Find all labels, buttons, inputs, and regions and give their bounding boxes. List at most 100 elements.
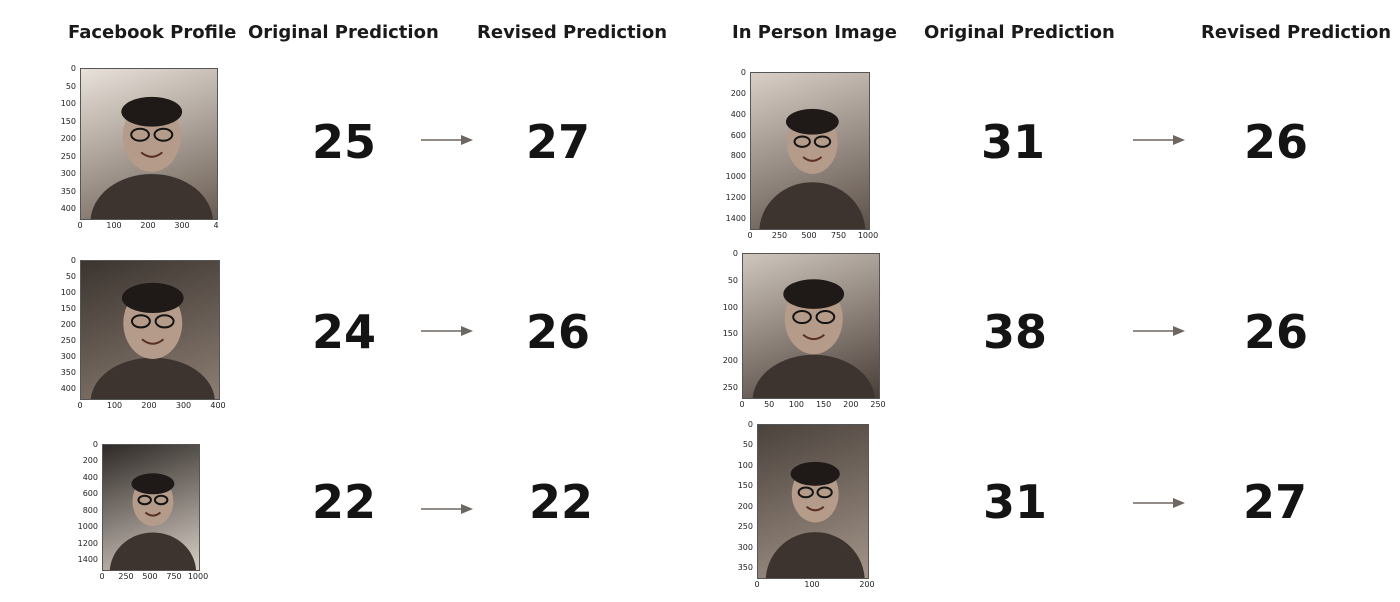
- fb-row2-original: 24: [312, 305, 377, 359]
- arrow-right-icon: [421, 326, 473, 336]
- y-tick-label: 1400: [77, 555, 98, 564]
- y-tick-label: 150: [722, 329, 738, 339]
- y-tick-label: 400: [60, 384, 76, 393]
- y-tick-label: 100: [60, 288, 76, 297]
- y-tick-label: 50: [65, 81, 76, 91]
- fb-row2-revised: 26: [526, 305, 591, 359]
- x-tick-label: 750: [830, 231, 847, 240]
- y-tick-label: 1400: [725, 214, 746, 223]
- x-tick-label: 150: [815, 400, 832, 409]
- y-tick-label: 100: [722, 302, 738, 312]
- ip-row2-original: 38: [983, 305, 1048, 359]
- person-photo-icon: [90, 96, 213, 219]
- fb-row1-original: 25: [312, 115, 377, 169]
- y-tick-label: 200: [730, 88, 746, 98]
- y-tick-label: 250: [737, 522, 753, 532]
- y-tick-label: 1200: [77, 538, 98, 548]
- x-tick-label: 100: [788, 400, 805, 409]
- x-tick-label: 300: [175, 401, 192, 410]
- arrow-right-icon: [421, 504, 473, 514]
- y-tick-label: 300: [60, 169, 76, 178]
- x-tick-label: 4: [213, 221, 219, 230]
- y-tick-label: 200: [60, 134, 76, 143]
- y-tick-label: 250: [60, 151, 76, 161]
- arrow-right-icon: [1133, 135, 1185, 145]
- person-photo-icon: [765, 461, 865, 578]
- y-tick-label: 100: [737, 460, 753, 470]
- x-tick-label: 1000: [857, 231, 879, 240]
- facebook-profile-photo: [80, 260, 220, 400]
- y-tick-label: 250: [60, 336, 76, 345]
- x-tick-label: 200: [859, 580, 875, 589]
- y-tick-label: 250: [722, 383, 738, 392]
- y-tick-label: 50: [65, 272, 76, 281]
- person-photo-icon: [752, 279, 875, 398]
- y-tick-label: 0: [70, 256, 76, 265]
- x-tick-label: 200: [140, 221, 156, 230]
- person-photo-icon: [759, 108, 866, 229]
- header-revised-prediction-left: Revised Prediction: [477, 22, 668, 43]
- arrow-right-icon: [421, 135, 473, 145]
- y-tick-label: 800: [82, 505, 98, 515]
- facebook-profile-photo: [102, 444, 200, 571]
- x-tick-label: 200: [843, 400, 859, 409]
- y-tick-label: 0: [70, 64, 76, 73]
- x-tick-label: 400: [210, 401, 226, 410]
- y-tick-label: 200: [82, 456, 98, 466]
- y-tick-label: 350: [60, 368, 76, 377]
- y-tick-label: 300: [737, 542, 753, 552]
- y-tick-label: 800: [730, 151, 746, 161]
- y-tick-label: 400: [60, 204, 76, 213]
- x-tick-label: 500: [142, 572, 158, 581]
- y-tick-label: 150: [60, 304, 76, 313]
- in-person-photo: [757, 424, 869, 579]
- y-tick-label: 150: [737, 481, 753, 491]
- y-tick-label: 200: [60, 320, 76, 329]
- y-tick-label: 0: [740, 68, 746, 77]
- arrow-right-icon: [1133, 326, 1185, 336]
- ip-row3-original: 31: [983, 475, 1048, 529]
- person-photo-icon: [109, 473, 197, 570]
- fb-row1-revised: 27: [526, 115, 591, 169]
- header-revised-prediction-right: Revised Prediction: [1201, 22, 1392, 43]
- y-tick-label: 600: [82, 489, 98, 499]
- arrow-right-icon: [1133, 498, 1185, 508]
- x-tick-label: 50: [764, 400, 775, 409]
- x-tick-label: 100: [804, 580, 820, 589]
- y-tick-label: 400: [82, 472, 98, 482]
- x-tick-label: 750: [166, 572, 182, 581]
- x-tick-label: 250: [118, 572, 134, 581]
- x-tick-label: 500: [801, 231, 817, 240]
- x-tick-label: 250: [870, 400, 886, 409]
- y-tick-label: 0: [92, 440, 98, 449]
- x-tick-label: 250: [771, 231, 788, 240]
- y-tick-label: 50: [727, 275, 738, 285]
- y-tick-label: 1000: [725, 172, 746, 182]
- y-tick-label: 0: [747, 420, 753, 429]
- x-tick-label: 100: [106, 401, 123, 410]
- header-facebook-profile: Facebook Profile: [68, 22, 237, 43]
- y-tick-label: 400: [730, 109, 746, 119]
- facebook-profile-photo: [80, 68, 218, 220]
- ip-row1-original: 31: [981, 115, 1046, 169]
- header-original-prediction-right: Original Prediction: [924, 22, 1115, 43]
- x-tick-label: 0: [77, 221, 83, 230]
- y-tick-label: 600: [730, 130, 746, 140]
- y-tick-label: 300: [60, 352, 76, 361]
- y-tick-label: 200: [737, 501, 753, 511]
- x-tick-label: 0: [99, 572, 105, 581]
- ip-row1-revised: 26: [1244, 115, 1309, 169]
- x-tick-label: 100: [106, 221, 122, 230]
- header-original-prediction-left: Original Prediction: [248, 22, 439, 43]
- y-tick-label: 1200: [725, 193, 746, 203]
- x-tick-label: 0: [739, 400, 745, 409]
- y-tick-label: 100: [60, 99, 76, 108]
- header-in-person-image: In Person Image: [732, 22, 897, 43]
- y-tick-label: 350: [737, 563, 753, 572]
- y-tick-label: 150: [60, 116, 76, 126]
- in-person-photo: [742, 253, 880, 399]
- fb-row3-revised: 22: [529, 475, 594, 529]
- x-tick-label: 200: [141, 401, 157, 410]
- y-tick-label: 50: [742, 440, 753, 450]
- y-tick-label: 350: [60, 186, 76, 196]
